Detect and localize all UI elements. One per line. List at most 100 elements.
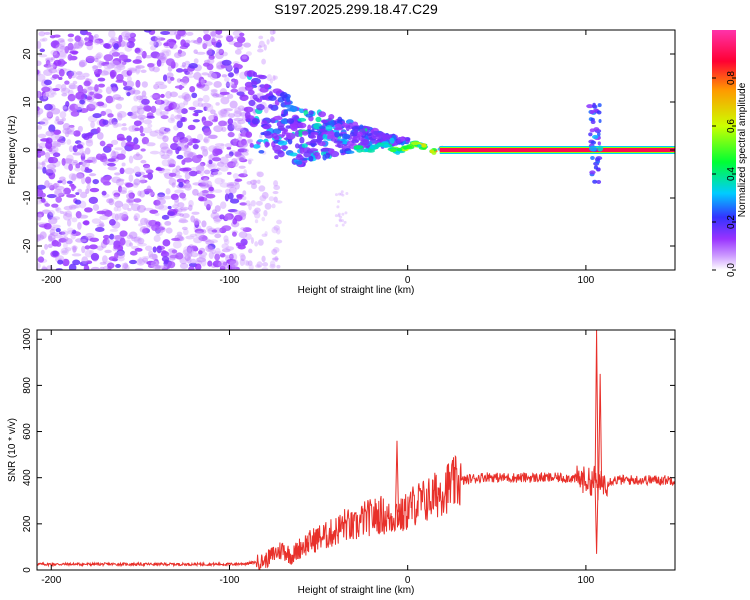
heatmap-noise-cell bbox=[212, 148, 220, 157]
heatmap-noise-cell bbox=[132, 182, 139, 188]
heatmap-noise-cell bbox=[209, 173, 215, 178]
heatmap-noise-cell bbox=[238, 210, 247, 218]
heatmap-transition-cell bbox=[251, 80, 258, 86]
heatmap-noise-cell bbox=[210, 88, 218, 93]
heatmap-noise-cell bbox=[196, 83, 206, 87]
heatmap-noise-cell bbox=[258, 35, 264, 40]
heatmap-transition-cell bbox=[244, 111, 251, 119]
heatmap-noise-cell bbox=[72, 160, 78, 164]
heatmap-noise-cell bbox=[168, 41, 176, 47]
heatmap-noise-cell bbox=[126, 135, 132, 143]
heatmap-noise-cell bbox=[189, 248, 195, 254]
heatmap-noise-cell bbox=[232, 161, 239, 167]
heatmap-noise-cell bbox=[79, 191, 88, 199]
heatmap-noise-cell bbox=[188, 199, 194, 208]
heatmap-noise-cell bbox=[162, 239, 171, 247]
heatmap-noise-cell bbox=[104, 209, 113, 217]
heatmap-noise-cell bbox=[219, 165, 229, 172]
heatmap-noise-cell bbox=[122, 262, 129, 269]
heatmap-noise-cell bbox=[91, 156, 98, 164]
heatmap-noise-cell bbox=[51, 74, 60, 79]
heatmap-noise-cell bbox=[224, 213, 234, 220]
heatmap-noise-cell bbox=[142, 127, 153, 134]
heatmap-noise-cell bbox=[171, 249, 178, 254]
heatmap-noise-cell bbox=[96, 52, 103, 59]
heatmap-noise-cell bbox=[59, 39, 66, 48]
heatmap-transition-cell bbox=[365, 132, 373, 137]
heatmap-noise-cell bbox=[60, 87, 71, 94]
snr-y-tick-label: 200 bbox=[22, 515, 33, 532]
heatmap-noise-cell bbox=[76, 75, 86, 80]
heatmap-noise-cell bbox=[203, 106, 208, 111]
heatmap-noise-cell bbox=[125, 182, 134, 188]
heatmap-noise-cell bbox=[163, 195, 172, 200]
heatmap-noise-cell bbox=[272, 30, 276, 35]
heatmap-noise-cell bbox=[157, 37, 166, 41]
heatmap-noise-cell bbox=[105, 95, 116, 103]
heatmap-transition-cell bbox=[318, 126, 326, 130]
heatmap-noise-cell bbox=[160, 93, 165, 98]
heatmap-transition-cell bbox=[259, 84, 266, 89]
heatmap-noise-cell bbox=[105, 95, 114, 104]
heatmap-noise-cell bbox=[228, 113, 235, 118]
heatmap-noise-cell bbox=[200, 175, 210, 181]
heatmap-noise-cell bbox=[137, 242, 148, 247]
heatmap-noise-cell bbox=[55, 207, 62, 213]
heatmap-noise-cell bbox=[116, 206, 122, 212]
heatmap-noise-cell bbox=[179, 78, 188, 83]
heatmap-noise-cell bbox=[37, 90, 41, 98]
snr-y-tick-label: 600 bbox=[22, 423, 33, 440]
heatmap-noise-cell bbox=[258, 185, 266, 192]
heatmap-noise-cell bbox=[198, 76, 205, 85]
heatmap-noise-cell bbox=[240, 227, 246, 231]
heatmap-noise-cell bbox=[179, 167, 189, 172]
heatmap-transition-cell bbox=[301, 143, 308, 148]
heatmap-noise-cell bbox=[113, 43, 119, 50]
heatmap-noise-cell bbox=[116, 64, 126, 71]
heatmap-noise-cell bbox=[139, 217, 148, 226]
heatmap-noise-cell bbox=[176, 178, 185, 183]
heatmap-noise-cell bbox=[150, 45, 157, 51]
heatmap-noise-cell bbox=[97, 60, 103, 69]
heatmap-noise-cell bbox=[37, 60, 42, 67]
heatmap-spike-cell bbox=[593, 127, 600, 132]
heatmap-noise-cell bbox=[259, 195, 267, 202]
heatmap-noise-cell bbox=[226, 171, 232, 175]
heatmap-noise-cell bbox=[255, 264, 261, 268]
heatmap-noise-cell bbox=[78, 161, 84, 165]
heatmap-noise-cell bbox=[135, 67, 140, 75]
heatmap-transition-cell bbox=[341, 123, 349, 127]
heatmap-noise-cell bbox=[181, 61, 186, 68]
heatmap-noise-cell bbox=[155, 167, 165, 171]
heatmap-noise-cell bbox=[97, 68, 103, 75]
heatmap-noise-cell bbox=[192, 143, 199, 150]
heatmap-noise-cell bbox=[240, 127, 245, 133]
heatmap-noise-cell bbox=[257, 239, 264, 246]
heatmap-noise-cell bbox=[147, 123, 153, 128]
heatmap-transition-cell bbox=[389, 137, 395, 144]
heatmap-noise-cell bbox=[248, 203, 252, 211]
heatmap-noise-cell bbox=[210, 30, 217, 38]
heatmap-noise-cell bbox=[85, 188, 90, 194]
heatmap-noise-cell bbox=[247, 260, 253, 267]
heatmap-noise-cell bbox=[139, 125, 144, 134]
heatmap-noise-cell bbox=[51, 224, 61, 229]
heatmap-transition-cell bbox=[325, 125, 333, 132]
heatmap-noise-cell bbox=[59, 210, 65, 215]
heatmap-noise-cell bbox=[154, 204, 165, 210]
heatmap-noise-cell bbox=[42, 92, 48, 100]
heatmap-noise-cell bbox=[50, 133, 60, 141]
heatmap-noise-cell bbox=[41, 265, 47, 270]
heatmap-noise-cell bbox=[165, 227, 173, 234]
heatmap-noise-cell bbox=[256, 261, 263, 268]
heatmap-noise-cell bbox=[206, 225, 213, 232]
heatmap-transition-cell bbox=[285, 132, 296, 140]
heatmap-noise-cell bbox=[254, 241, 259, 247]
heatmap-noise-cell bbox=[113, 244, 119, 250]
heatmap-noise-cell bbox=[62, 127, 72, 135]
heatmap-noise-cell bbox=[129, 259, 138, 265]
heatmap-noise-cell bbox=[261, 191, 269, 199]
heatmap-carrier-cell bbox=[410, 141, 420, 146]
heatmap-transition-cell bbox=[245, 131, 253, 138]
heatmap-noise-cell bbox=[161, 214, 170, 220]
